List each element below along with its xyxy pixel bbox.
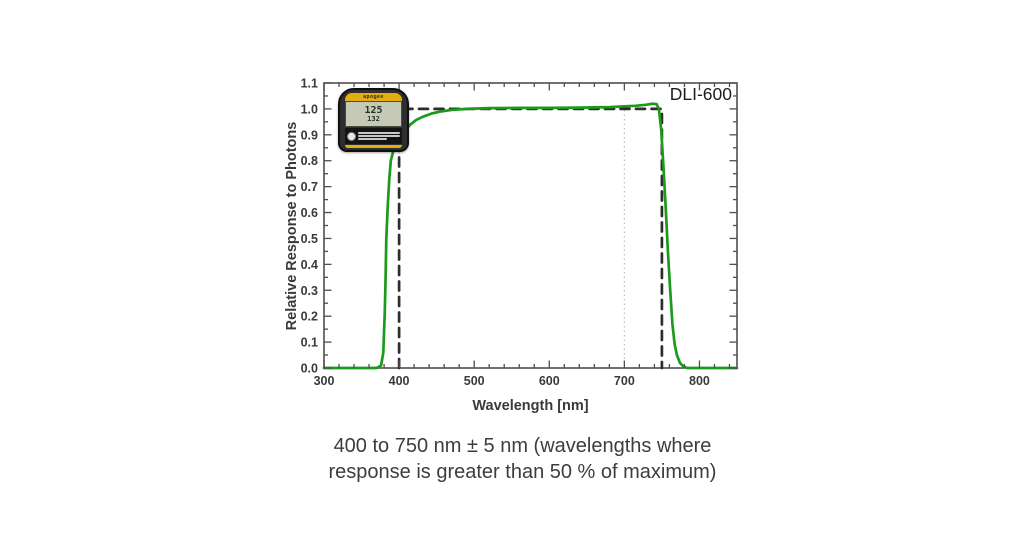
y-tick-label: 0.6 [301, 206, 318, 220]
x-tick-label: 400 [389, 374, 410, 388]
meter-info-label [345, 128, 402, 144]
tick-labels: 300 400 500 600 700 800 0.0 0.1 0.2 0.3 0.4 0.5 0.6 0… [301, 77, 710, 389]
axis-ticks [323, 82, 737, 369]
y-tick-label: 0.4 [301, 258, 318, 272]
y-tick-label: 1.1 [301, 77, 318, 91]
y-tick-label: 0.5 [301, 232, 318, 246]
measured-spectral-response-curve [322, 102, 739, 370]
meter-lcd-screen: 125 132 [345, 101, 402, 127]
x-tick-label: 600 [539, 374, 560, 388]
meter-logo-icon [347, 131, 356, 141]
figure-caption: 400 to 750 nm ± 5 nm (wavelengths where … [262, 433, 783, 485]
y-tick-label: 1.0 [301, 102, 318, 116]
y-tick-label: 0.2 [301, 310, 318, 324]
meter-lcd-value-2: 132 [367, 114, 380, 123]
y-tick-label: 0.7 [301, 180, 318, 194]
dli-meter-photo: apogee 125 132 [338, 88, 409, 152]
model-label: DLI-600 [670, 84, 733, 104]
y-tick-label: 0.9 [301, 128, 318, 142]
x-tick-label: 500 [464, 374, 485, 388]
y-tick-label: 0.3 [301, 284, 318, 298]
x-tick-label: 800 [689, 374, 710, 388]
caption-line-1: 400 to 750 nm ± 5 nm (wavelengths where [333, 435, 712, 457]
x-tick-label: 700 [614, 374, 635, 388]
y-tick-label: 0.8 [301, 154, 318, 168]
x-tick-label: 300 [314, 374, 335, 388]
meter-lcd-value-1: 125 [364, 104, 383, 116]
caption-line-2: response is greater than 50 % of maximum… [328, 461, 717, 483]
meter-brand-strip: apogee [345, 93, 402, 101]
y-tick-label: 0.1 [301, 336, 318, 350]
y-axis-title: Relative Response to Photons [284, 122, 300, 331]
meter-brand-text: apogee [363, 94, 384, 100]
x-axis-title: Wavelength [nm] [472, 398, 588, 414]
meter-footer-strip [345, 145, 402, 148]
y-tick-label: 0.0 [301, 362, 318, 376]
meter-label-text-lines [358, 132, 400, 140]
